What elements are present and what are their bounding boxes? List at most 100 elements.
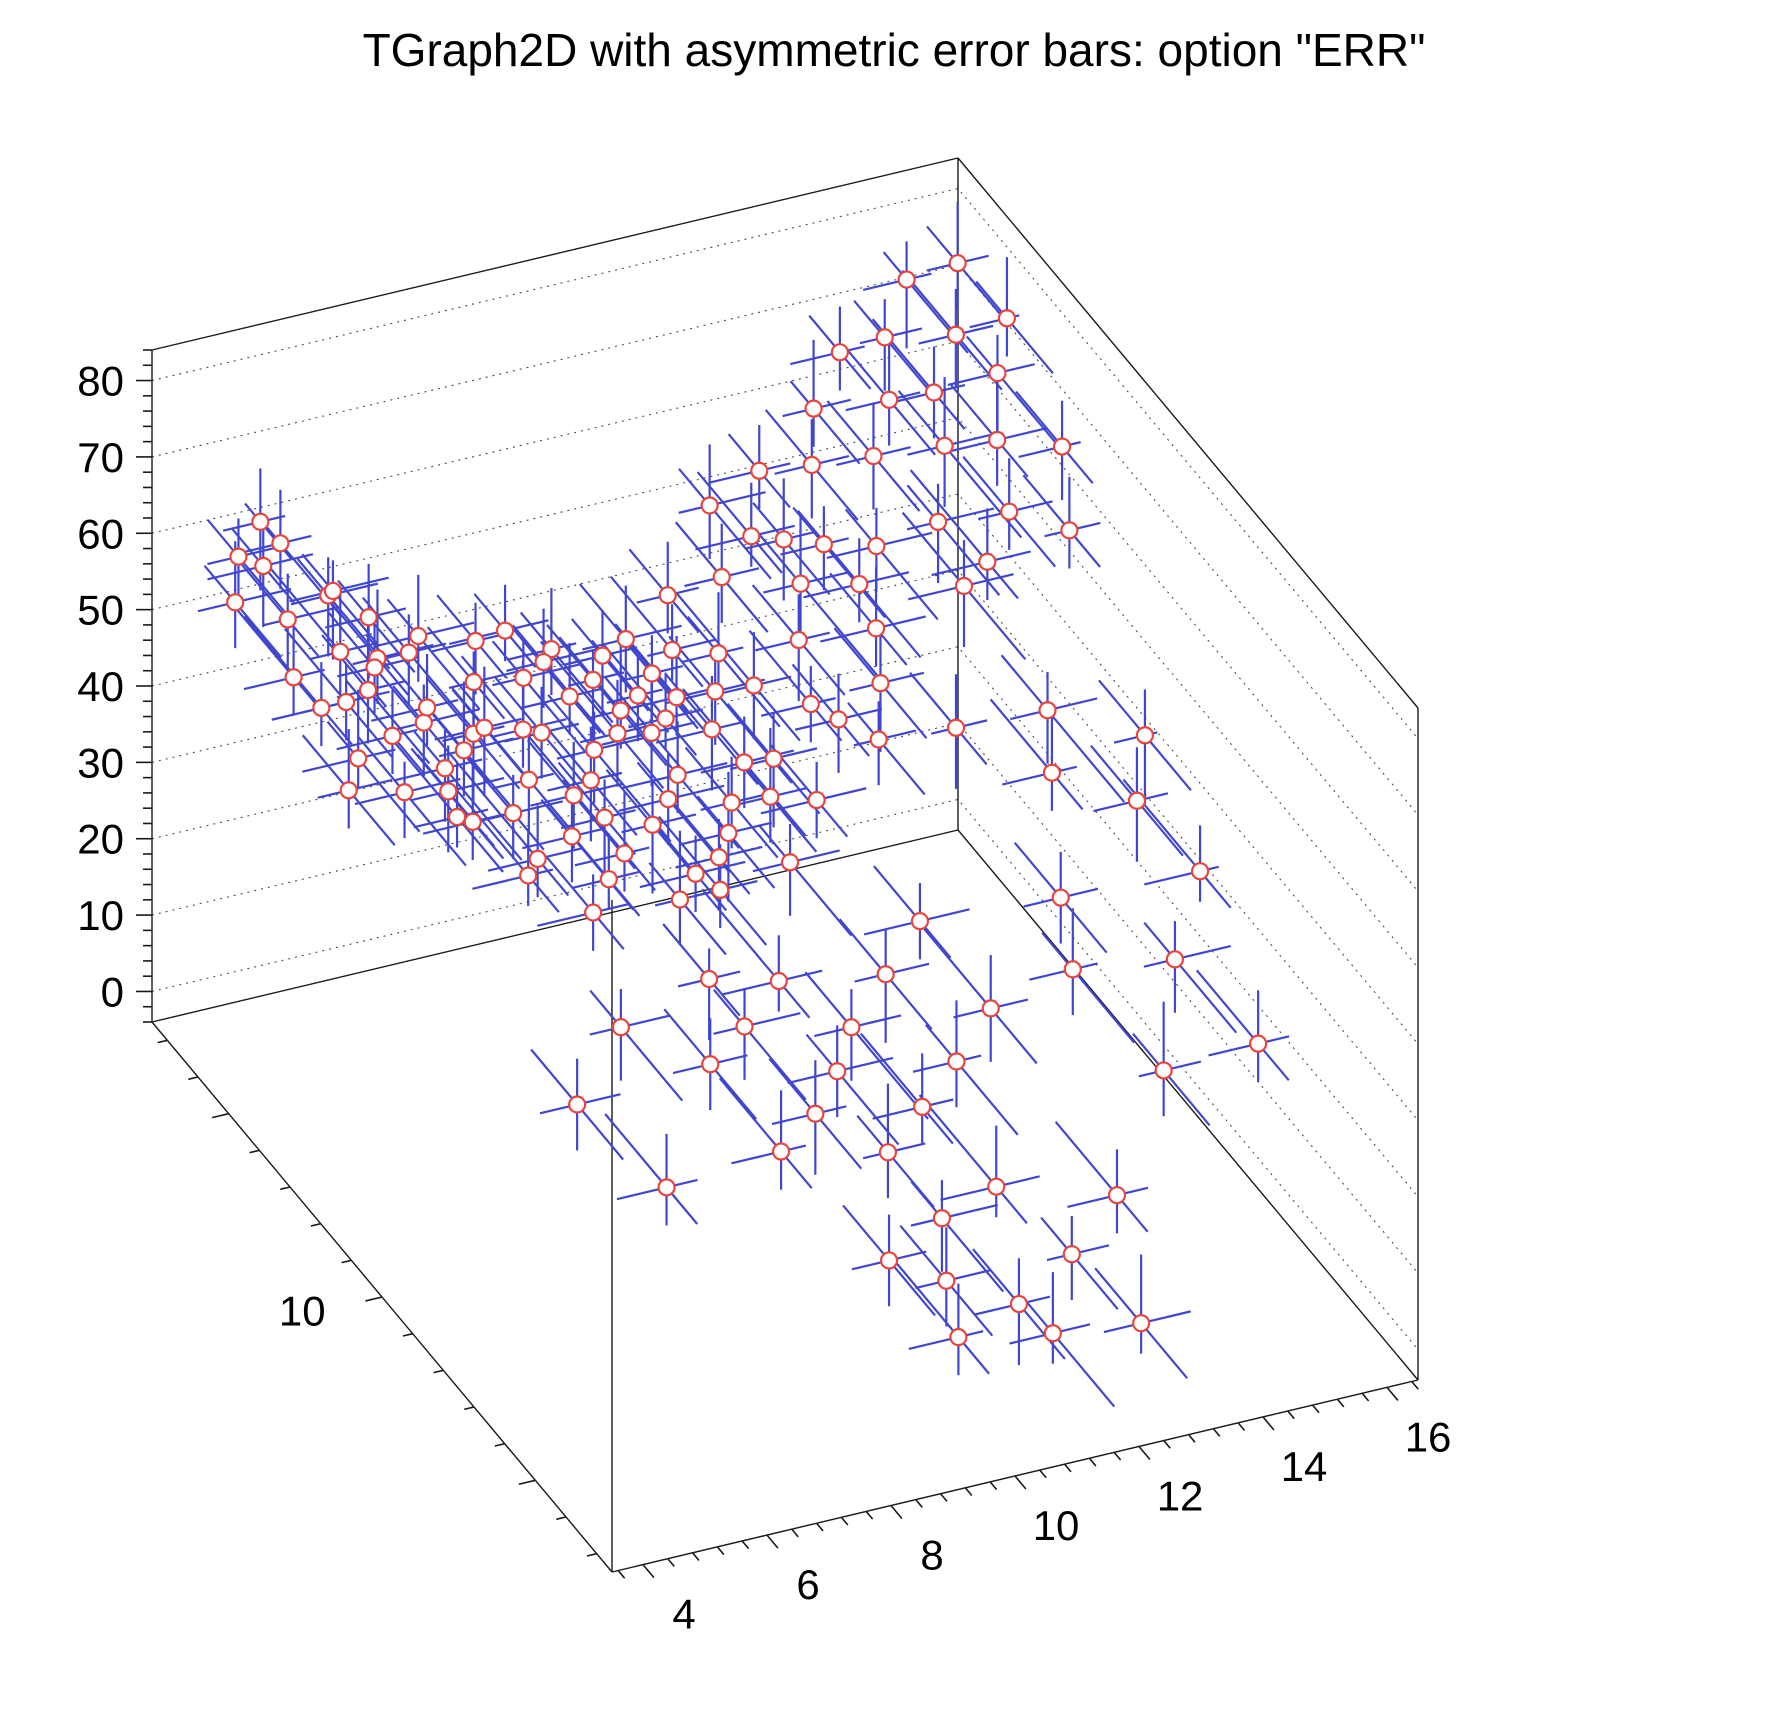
- error-bar: [271, 700, 347, 721]
- data-point-marker: [564, 786, 583, 805]
- data-point-marker: [365, 658, 384, 677]
- data-point-marker: [339, 781, 358, 800]
- error-bar: [1041, 931, 1135, 1044]
- data-point-marker: [657, 1178, 676, 1197]
- data-point-marker: [1043, 1324, 1062, 1343]
- data-point-marker: [519, 770, 538, 789]
- z-axis-tick-label: 80: [77, 358, 124, 405]
- error-bar: [989, 698, 1084, 811]
- grid-line: [151, 493, 1419, 1045]
- data-point-marker: [659, 789, 678, 809]
- error-bar: [910, 1180, 1005, 1293]
- data-point-marker: [871, 674, 890, 693]
- error-bar: [231, 603, 326, 715]
- data-point-marker: [987, 1177, 1006, 1196]
- x-axis-tick: [939, 1493, 948, 1502]
- data-point-marker: [780, 853, 800, 872]
- x-axis-tick: [865, 1510, 874, 1520]
- data-point-marker: [560, 687, 579, 706]
- data-point-marker: [954, 576, 974, 596]
- error-bar: [522, 827, 604, 850]
- error-bar: [738, 759, 818, 853]
- error-bar: [1208, 1035, 1290, 1057]
- frame-edge: [957, 157, 1419, 709]
- data-point-marker: [628, 686, 647, 705]
- error-bar: [301, 553, 380, 647]
- error-bar: [672, 801, 751, 895]
- y-axis-tick: [365, 1296, 383, 1302]
- y-axis-tick: [280, 1186, 291, 1191]
- data-point-marker: [1063, 960, 1082, 979]
- x-axis-tick: [642, 1564, 655, 1579]
- data-point-marker: [608, 724, 627, 743]
- data-point-marker: [1062, 1245, 1081, 1264]
- data-point-marker: [1051, 888, 1070, 907]
- data-point-marker: [642, 723, 661, 742]
- data-point-marker: [337, 692, 356, 712]
- error-bar: [1195, 969, 1290, 1082]
- error-bar: [873, 865, 952, 959]
- data-point-marker: [251, 512, 270, 531]
- z-axis-tick-label: 20: [77, 816, 124, 863]
- data-point-marker: [711, 880, 730, 900]
- data-point-marker: [331, 642, 350, 661]
- error-bar: [913, 916, 1038, 1065]
- x-axis-tick: [1336, 1398, 1345, 1408]
- data-point-marker: [1249, 1034, 1268, 1053]
- error-bar: [648, 862, 727, 956]
- y-axis-tick: [518, 1479, 536, 1486]
- error-bar: [283, 627, 393, 758]
- data-point-marker: [701, 1055, 720, 1074]
- error-bar: [452, 690, 532, 784]
- x-axis-tick: [1039, 1469, 1047, 1479]
- data-point-marker: [875, 328, 894, 347]
- data-point-marker: [414, 713, 433, 732]
- error-bar: [416, 753, 496, 848]
- error-bar: [604, 1113, 699, 1225]
- x-axis-tick-label: 8: [920, 1532, 943, 1579]
- data-point-marker: [712, 568, 731, 587]
- data-point-marker: [702, 720, 722, 739]
- error-bar: [769, 744, 849, 838]
- error-bar: [860, 1032, 954, 1145]
- data-point-marker: [932, 1209, 952, 1228]
- error-bar: [361, 596, 487, 745]
- data-point-marker: [542, 640, 561, 659]
- error-bar: [950, 384, 1029, 478]
- data-point-marker: [584, 903, 603, 922]
- grid-line: [151, 722, 1419, 1274]
- data-point-marker: [663, 640, 682, 660]
- data-point-marker: [514, 668, 533, 687]
- data-point-marker: [791, 574, 810, 593]
- x-axis-tick: [815, 1522, 824, 1532]
- error-bar: [352, 643, 434, 666]
- data-point-marker: [913, 1097, 932, 1116]
- data-point-marker: [879, 1251, 899, 1270]
- data-point-marker: [997, 309, 1017, 328]
- data-point-marker: [658, 586, 677, 605]
- data-point-marker: [447, 807, 467, 827]
- error-bar: [804, 971, 929, 1120]
- error-bar: [713, 989, 807, 1101]
- data-point-marker: [383, 726, 402, 745]
- x-axis-tick: [617, 1570, 626, 1579]
- data-point-marker: [668, 765, 687, 784]
- error-bar: [448, 669, 524, 690]
- data-point-marker: [475, 718, 494, 737]
- error-bar: [924, 1024, 1019, 1136]
- x-axis-tick-label: 6: [796, 1561, 819, 1608]
- data-point-marker: [814, 535, 833, 554]
- y-axis-tick: [157, 1039, 168, 1044]
- error-bar: [678, 468, 772, 580]
- error-bar: [906, 484, 1001, 596]
- error-bar: [1029, 962, 1098, 981]
- error-bar: [752, 502, 831, 596]
- y-axis-tick: [249, 1149, 260, 1154]
- data-point-marker: [700, 496, 719, 515]
- data-point-marker: [910, 912, 930, 931]
- data-point-marker: [829, 710, 848, 729]
- data-point-marker: [439, 782, 458, 801]
- data-point-marker: [454, 741, 474, 760]
- error-bar: [413, 730, 523, 861]
- x-axis-tick: [667, 1558, 675, 1567]
